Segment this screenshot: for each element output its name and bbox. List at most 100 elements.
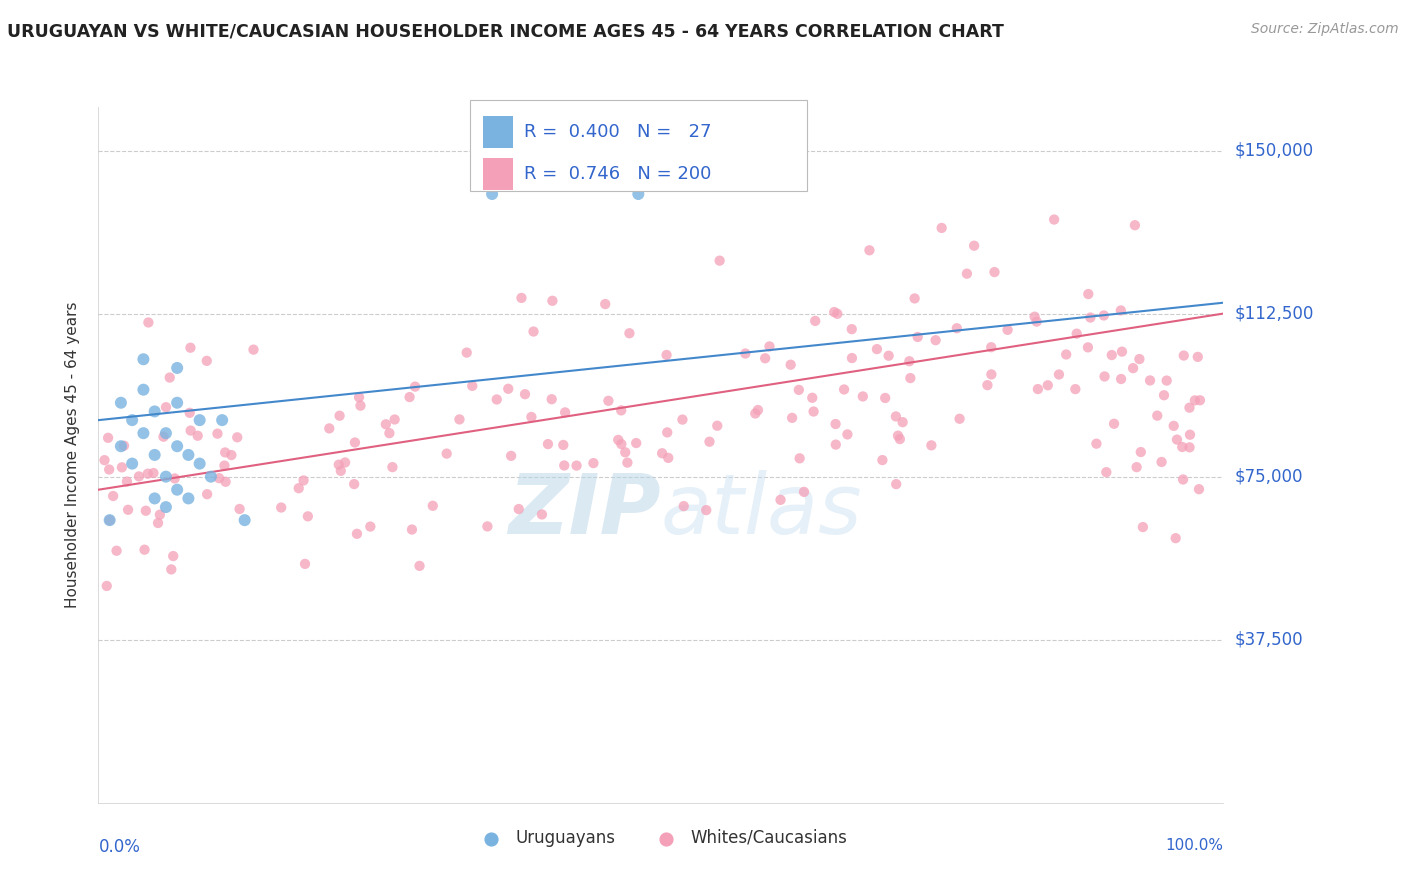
Point xyxy=(537,437,560,451)
Point xyxy=(1077,287,1099,301)
Point xyxy=(758,339,780,353)
Point xyxy=(1094,369,1116,384)
Point xyxy=(318,421,340,435)
Point xyxy=(177,448,200,462)
Point xyxy=(1092,309,1115,323)
Point xyxy=(96,579,118,593)
Point xyxy=(875,391,897,405)
Point xyxy=(110,439,132,453)
Text: URUGUAYAN VS WHITE/CAUCASIAN HOUSEHOLDER INCOME AGES 45 - 64 YEARS CORRELATION C: URUGUAYAN VS WHITE/CAUCASIAN HOUSEHOLDER… xyxy=(7,22,1004,40)
Point xyxy=(624,436,647,450)
Point xyxy=(769,492,792,507)
Point xyxy=(541,293,564,308)
Point xyxy=(333,455,356,469)
Point xyxy=(242,343,264,357)
Point xyxy=(159,370,181,384)
Point xyxy=(1080,310,1102,325)
Point xyxy=(270,500,292,515)
Point xyxy=(155,400,177,414)
Point xyxy=(1187,350,1209,364)
Point xyxy=(135,504,157,518)
Point xyxy=(889,432,911,446)
Point xyxy=(398,390,420,404)
Point xyxy=(1122,361,1144,376)
Point xyxy=(136,467,159,481)
Point xyxy=(98,513,121,527)
Point xyxy=(1064,382,1087,396)
Point xyxy=(891,415,914,429)
Point xyxy=(294,557,316,571)
Point xyxy=(233,513,256,527)
Point xyxy=(347,390,370,404)
Text: ZIP: ZIP xyxy=(508,470,661,551)
Point xyxy=(824,437,846,451)
Point xyxy=(177,491,200,506)
Point xyxy=(121,413,143,427)
Point xyxy=(485,392,508,407)
Point xyxy=(884,409,907,424)
Text: $150,000: $150,000 xyxy=(1234,142,1313,160)
Point xyxy=(166,395,188,409)
Point xyxy=(827,307,849,321)
Point xyxy=(343,477,366,491)
Point xyxy=(214,458,236,473)
Point xyxy=(1043,212,1066,227)
Point xyxy=(924,333,946,347)
Point xyxy=(877,349,900,363)
Point xyxy=(138,316,160,330)
Point xyxy=(163,471,186,485)
Point xyxy=(1188,393,1211,408)
Point xyxy=(657,425,679,440)
Point xyxy=(832,383,855,397)
Point xyxy=(328,458,350,472)
Point xyxy=(1036,378,1059,392)
Point xyxy=(734,346,756,360)
Point xyxy=(128,469,150,483)
Point xyxy=(93,453,115,467)
Point xyxy=(214,475,236,489)
Point xyxy=(1109,303,1132,318)
Point xyxy=(188,457,211,471)
Point xyxy=(1025,315,1047,329)
Text: Source: ZipAtlas.com: Source: ZipAtlas.com xyxy=(1251,22,1399,37)
Point xyxy=(155,500,177,514)
Point xyxy=(610,437,633,451)
Point xyxy=(477,519,499,533)
Point xyxy=(841,351,863,365)
Point xyxy=(297,509,319,524)
Point xyxy=(1128,352,1150,367)
Point xyxy=(593,297,616,311)
Point xyxy=(200,469,222,483)
Point xyxy=(619,326,641,341)
Point xyxy=(510,291,533,305)
Point xyxy=(801,391,824,405)
Point xyxy=(779,358,801,372)
Point xyxy=(1139,374,1161,388)
Point xyxy=(627,187,650,202)
Point xyxy=(887,428,910,442)
Point xyxy=(565,458,588,473)
Point xyxy=(143,448,166,462)
Point xyxy=(1066,326,1088,341)
Point xyxy=(976,378,998,392)
Point xyxy=(747,403,769,417)
Point xyxy=(907,330,929,344)
Point xyxy=(754,351,776,366)
Point xyxy=(155,469,177,483)
Point xyxy=(614,445,637,459)
Point xyxy=(1173,349,1195,363)
Point xyxy=(179,341,201,355)
Point xyxy=(121,457,143,471)
Point xyxy=(1178,401,1201,415)
Point xyxy=(346,526,368,541)
Point xyxy=(699,434,721,449)
Point xyxy=(780,410,803,425)
Point xyxy=(381,460,404,475)
Y-axis label: Householder Income Ages 45 - 64 years: Householder Income Ages 45 - 64 years xyxy=(65,301,80,608)
Point xyxy=(97,431,120,445)
Text: $37,500: $37,500 xyxy=(1234,631,1303,648)
Point xyxy=(221,448,243,462)
Point xyxy=(146,516,169,530)
Point xyxy=(997,323,1019,337)
Point xyxy=(706,418,728,433)
